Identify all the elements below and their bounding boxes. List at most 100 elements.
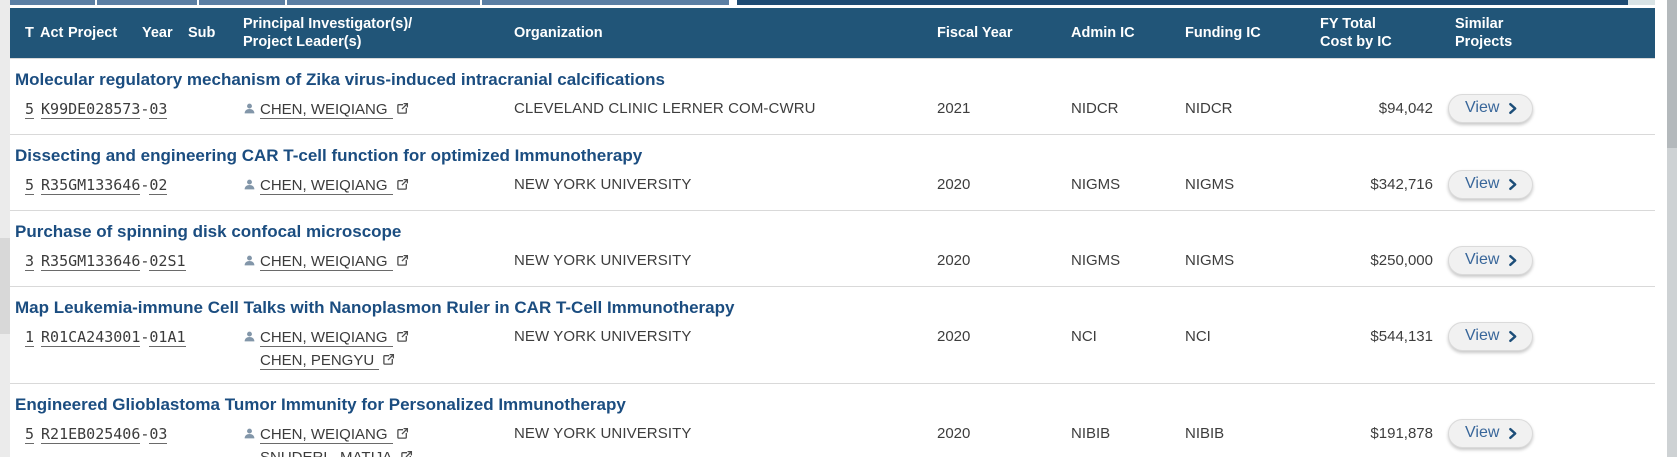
view-similar-projects-button[interactable]: View bbox=[1448, 322, 1534, 351]
fiscal-year-cell: 2020 bbox=[937, 252, 971, 269]
project-serial-link[interactable]: GM133646 bbox=[68, 252, 141, 271]
fiscal-year-cell: 2020 bbox=[937, 176, 971, 193]
pi-link[interactable]: SNUDERL, MATIJA bbox=[260, 449, 398, 457]
similar-projects-cell: View bbox=[1439, 94, 1655, 123]
top-edge-segment bbox=[482, 0, 729, 5]
type-link[interactable]: 5 bbox=[25, 176, 35, 195]
type-link[interactable]: 1 bbox=[25, 328, 35, 347]
project-title-row: Purchase of spinning disk confocal micro… bbox=[10, 222, 1655, 242]
header-project-number-group: T Act Project Year Sub bbox=[18, 8, 243, 58]
similar-projects-cell: View bbox=[1439, 419, 1655, 448]
view-similar-projects-button[interactable]: View bbox=[1448, 94, 1534, 123]
view-similar-projects-button[interactable]: View bbox=[1448, 419, 1534, 448]
activity-code-link[interactable]: R35 bbox=[41, 176, 69, 195]
header-project: Project bbox=[68, 25, 118, 41]
table-row: Molecular regulatory mechanism of Zika v… bbox=[10, 58, 1655, 134]
table-row: Engineered Glioblastoma Tumor Immunity f… bbox=[10, 383, 1655, 457]
support-year-link[interactable]: 01A1 bbox=[149, 328, 186, 347]
pi-link[interactable]: CHEN, WEIQIANG bbox=[260, 329, 393, 347]
project-serial-link[interactable]: DE028573 bbox=[68, 100, 141, 119]
project-serial-link[interactable]: GM133646 bbox=[68, 176, 141, 195]
external-link-icon[interactable] bbox=[396, 330, 409, 343]
external-link-icon[interactable] bbox=[382, 353, 395, 366]
view-similar-projects-button[interactable]: View bbox=[1448, 246, 1534, 275]
project-serial-link[interactable]: EB025406 bbox=[68, 425, 141, 444]
admin-ic-cell: NIGMS bbox=[1071, 176, 1121, 193]
project-title-link[interactable]: Dissecting and engineering CAR T-cell fu… bbox=[15, 146, 643, 165]
project-number-cell: 1 R01CA243001-01A1 bbox=[18, 326, 243, 349]
header-similar-projects: Similar Projects bbox=[1455, 16, 1513, 50]
external-link-icon[interactable] bbox=[396, 178, 409, 191]
funding-ic-cell: NCI bbox=[1185, 328, 1211, 345]
support-year-link[interactable]: 02 bbox=[149, 176, 168, 195]
organization-cell: NEW YORK UNIVERSITY bbox=[514, 176, 692, 193]
pi-line: CHEN, WEIQIANG bbox=[243, 326, 514, 349]
pi-cell: CHEN, WEIQIANG bbox=[243, 250, 514, 273]
chevron-right-icon bbox=[1509, 427, 1517, 439]
admin-ic-cell: NCI bbox=[1071, 328, 1097, 345]
person-icon bbox=[243, 427, 256, 440]
project-title-link[interactable]: Engineered Glioblastoma Tumor Immunity f… bbox=[15, 395, 626, 414]
type-link[interactable]: 3 bbox=[25, 252, 35, 271]
person-icon bbox=[243, 178, 256, 191]
top-edge-segment bbox=[737, 0, 1628, 5]
view-similar-projects-button[interactable]: View bbox=[1448, 170, 1534, 199]
sub-link[interactable]: S1 bbox=[167, 252, 186, 271]
activity-code-link[interactable]: K99 bbox=[41, 100, 69, 119]
support-year-link[interactable]: 03 bbox=[149, 100, 168, 119]
pi-link[interactable]: CHEN, WEIQIANG bbox=[260, 101, 393, 119]
left-page-gutter bbox=[0, 0, 10, 457]
person-icon bbox=[243, 254, 256, 267]
project-number-cell: 5 R35GM133646-02 bbox=[18, 174, 243, 197]
project-dash: - bbox=[140, 425, 150, 443]
pi-link[interactable]: CHEN, WEIQIANG bbox=[260, 426, 393, 444]
project-serial-link[interactable]: CA243001 bbox=[68, 328, 141, 347]
organization-cell: NEW YORK UNIVERSITY bbox=[514, 252, 692, 269]
vertical-scrollbar-thumb[interactable] bbox=[1667, 0, 1677, 148]
similar-projects-cell: View bbox=[1439, 170, 1655, 199]
view-button-label: View bbox=[1465, 99, 1500, 116]
vertical-scrollbar[interactable] bbox=[1667, 0, 1677, 457]
activity-code-link[interactable]: R35 bbox=[41, 252, 69, 271]
external-link-icon[interactable] bbox=[396, 102, 409, 115]
external-link-icon[interactable] bbox=[396, 427, 409, 440]
top-edge-segment bbox=[199, 0, 285, 5]
pi-link[interactable]: CHEN, WEIQIANG bbox=[260, 177, 393, 195]
activity-code-link[interactable]: R21 bbox=[41, 425, 69, 444]
top-edge-segment bbox=[10, 0, 95, 5]
project-number-cell: 3 R35GM133646-02S1 bbox=[18, 250, 243, 273]
external-link-icon[interactable] bbox=[396, 254, 409, 267]
pi-line: CHEN, WEIQIANG bbox=[243, 250, 514, 273]
organization-cell: CLEVELAND CLINIC LERNER COM-CWRU bbox=[514, 100, 816, 117]
view-button-label: View bbox=[1465, 251, 1500, 268]
project-number-cell: 5 R21EB025406-03 bbox=[18, 423, 243, 446]
pi-line: SNUDERL, MATIJA bbox=[243, 446, 514, 457]
similar-projects-cell: View bbox=[1439, 322, 1655, 351]
project-number-cell: 5 K99DE028573-03 bbox=[18, 98, 243, 121]
funding-ic-cell: NIGMS bbox=[1185, 176, 1235, 193]
organization-cell: NEW YORK UNIVERSITY bbox=[514, 425, 692, 442]
header-admin-ic: Admin IC bbox=[1071, 25, 1135, 41]
pi-line: CHEN, WEIQIANG bbox=[243, 98, 514, 121]
pi-cell: CHEN, WEIQIANG CHEN, PENGYU bbox=[243, 326, 514, 372]
pi-link[interactable]: CHEN, WEIQIANG bbox=[260, 253, 393, 271]
external-link-icon[interactable] bbox=[400, 450, 413, 457]
project-title-link[interactable]: Purchase of spinning disk confocal micro… bbox=[15, 222, 402, 241]
support-year-link[interactable]: 03 bbox=[149, 425, 168, 444]
header-organization: Organization bbox=[514, 25, 603, 41]
type-link[interactable]: 5 bbox=[25, 100, 35, 119]
fy-total-cost-cell: $94,042 bbox=[1378, 100, 1433, 117]
fy-total-cost-cell: $250,000 bbox=[1370, 252, 1433, 269]
view-button-label: View bbox=[1465, 327, 1500, 344]
project-title-link[interactable]: Molecular regulatory mechanism of Zika v… bbox=[15, 70, 665, 89]
activity-code-link[interactable]: R01 bbox=[41, 328, 69, 347]
top-edge-segment bbox=[287, 0, 480, 5]
project-title-link[interactable]: Map Leukemia-immune Cell Talks with Nano… bbox=[15, 298, 735, 317]
fiscal-year-cell: 2020 bbox=[937, 425, 971, 442]
right-page-gutter bbox=[1655, 0, 1667, 457]
pi-link[interactable]: CHEN, PENGYU bbox=[260, 352, 380, 370]
support-year-link[interactable]: 02 bbox=[149, 252, 168, 271]
type-link[interactable]: 5 bbox=[25, 425, 35, 444]
admin-ic-cell: NIGMS bbox=[1071, 252, 1121, 269]
chevron-right-icon bbox=[1509, 178, 1517, 190]
